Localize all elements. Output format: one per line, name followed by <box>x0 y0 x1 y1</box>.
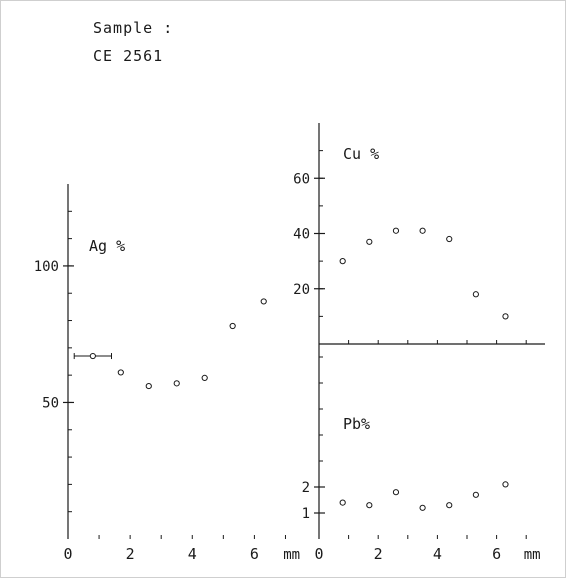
pb-data-point <box>366 502 373 509</box>
ag-title: Ag % <box>89 237 125 255</box>
cu-data-point <box>339 258 346 265</box>
cu-data-point <box>392 227 400 234</box>
ag-data-point <box>229 322 236 330</box>
pb-x-label: mm <box>524 547 541 563</box>
cu-data-point <box>446 235 453 243</box>
sample-label: Sample : <box>93 19 174 37</box>
pb-y-tick-label: 2 <box>302 480 310 496</box>
ag-data-point <box>145 382 152 390</box>
pb-x-tick-label: 4 <box>433 545 442 563</box>
pb-y-tick-label: 1 <box>302 506 310 522</box>
pb-data-point <box>446 502 453 509</box>
pb-x-tick-label: 0 <box>314 545 323 563</box>
ag-x-label: mm <box>283 547 300 563</box>
pb-data-point <box>472 491 479 498</box>
pb-title: Pb% <box>343 415 370 433</box>
sample-id: CE 2561 <box>93 47 164 65</box>
cu-data-point <box>502 313 509 320</box>
cu-data-point <box>366 238 373 245</box>
cu-y-tick-label: 20 <box>293 282 310 298</box>
pb-data-point <box>392 489 400 496</box>
ag-data-point <box>89 352 96 360</box>
cu-y-tick-label: 60 <box>293 171 310 187</box>
cu-data-point <box>472 291 479 298</box>
ag-y-tick-label: 50 <box>42 395 59 411</box>
ag-x-tick-label: 0 <box>63 545 72 563</box>
ag-data-point <box>201 374 208 381</box>
pb-data-point <box>419 504 426 511</box>
ag-x-tick-label: 2 <box>126 545 135 563</box>
ag-x-tick-label: 4 <box>188 545 197 563</box>
pb-data-point <box>339 499 346 506</box>
cu-title: Cu % <box>343 145 379 163</box>
pb-x-tick-label: 6 <box>492 545 501 563</box>
ag-x-tick-label: 6 <box>250 545 259 563</box>
ag-y-tick-label: 100 <box>34 259 59 275</box>
ag-data-point <box>173 380 180 387</box>
pb-x-tick-label: 2 <box>374 545 383 563</box>
ag-data-point <box>117 369 124 376</box>
pb-data-point <box>502 481 509 488</box>
cu-data-point <box>419 227 426 234</box>
cu-y-tick-label: 40 <box>293 227 310 243</box>
ag-data-point <box>260 298 267 305</box>
